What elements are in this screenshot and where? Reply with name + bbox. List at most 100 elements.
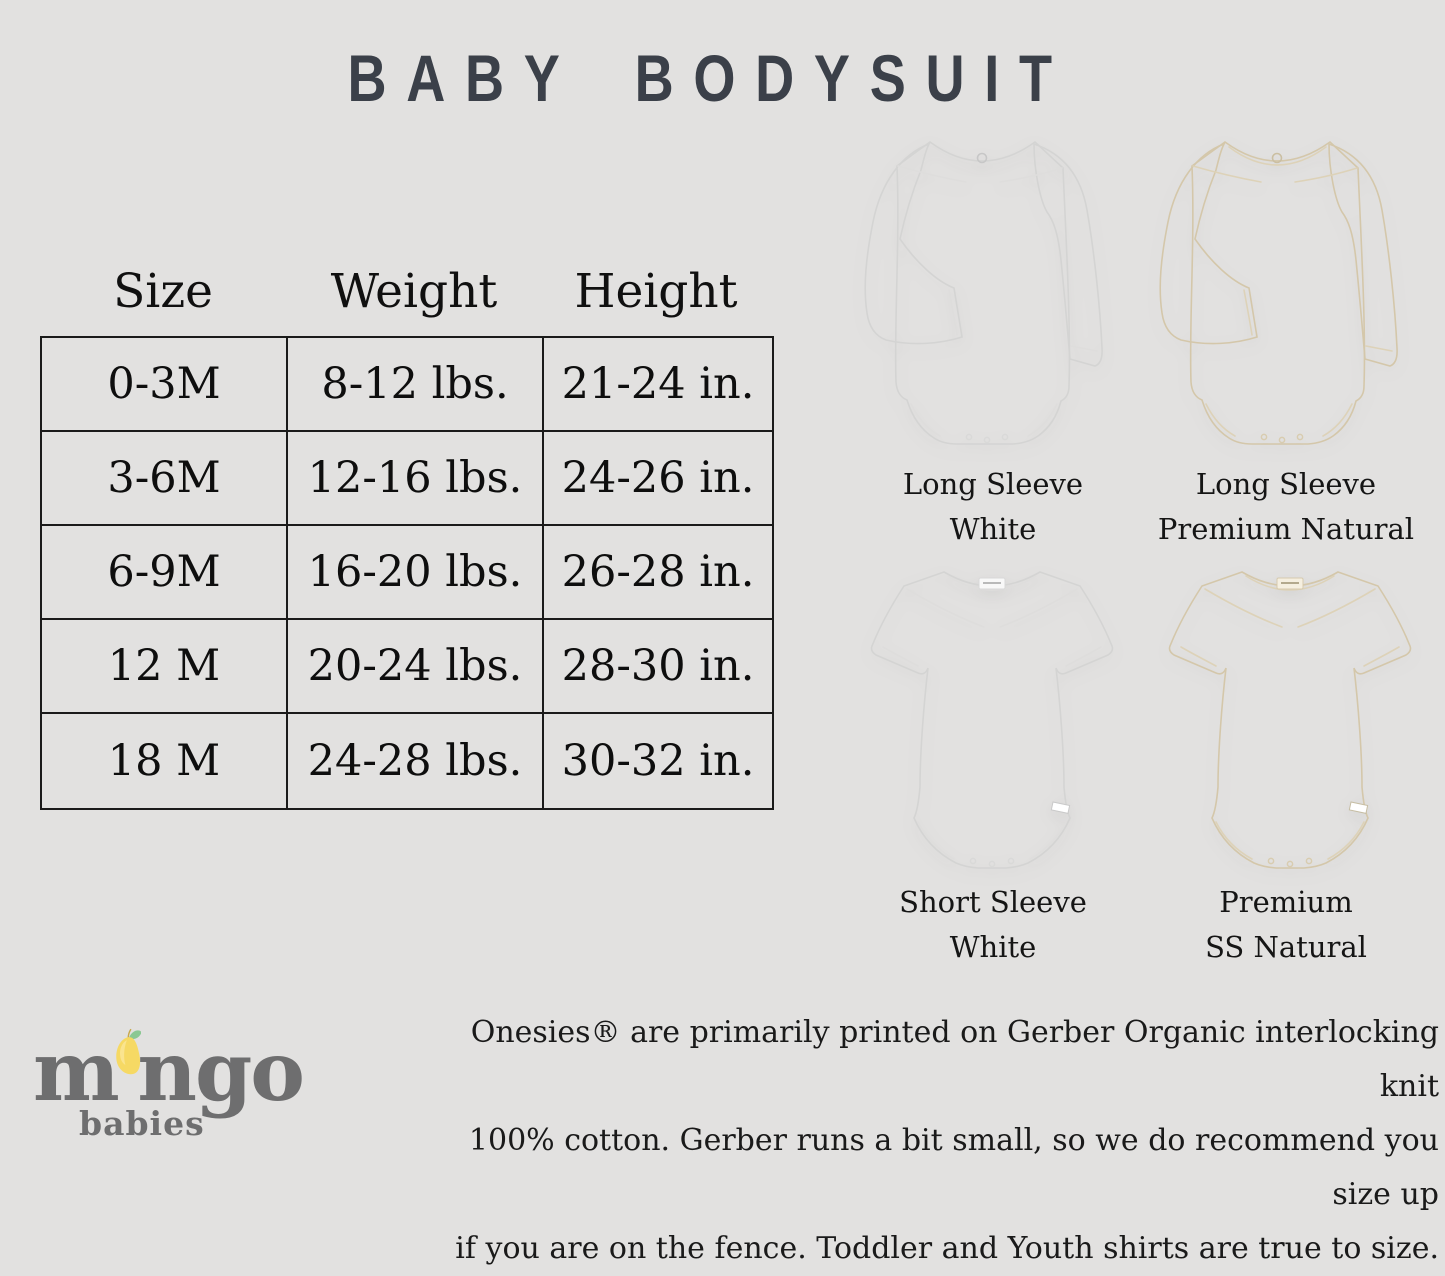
- brand-logo-word: m ngo: [33, 1000, 305, 1120]
- leg-opening-rim: [1205, 403, 1236, 437]
- table-cell-weight: 20-24 lbs.: [288, 620, 544, 714]
- cuff-line: [1070, 345, 1098, 352]
- shoulder-fold-left: [1192, 165, 1262, 183]
- product-label-short-sleeve-white: Short Sleeve White: [843, 880, 1143, 970]
- shoulder-fold-left: [897, 165, 967, 183]
- page-title: BABY BODYSUIT: [347, 41, 1073, 115]
- table-cell-size: 6-9M: [42, 526, 288, 620]
- bodysuit-torso: [1189, 140, 1366, 445]
- side-brand-tag: [1348, 801, 1369, 814]
- long-sleeve-bodysuit-illustration: [864, 140, 1103, 445]
- column-header-weight: Weight: [330, 263, 498, 319]
- long-sleeve-bodysuit-illustration: [1159, 140, 1398, 445]
- leg-opening-rim: [910, 403, 941, 437]
- product-photo-long-sleeve-white: [850, 120, 1140, 470]
- logo-subtext: babies: [79, 1104, 205, 1143]
- short-sleeve-bodysuit-illustration: [1168, 571, 1412, 869]
- table-cell-height: 21-24 in.: [544, 338, 772, 432]
- product-name-line2: SS Natural: [1205, 930, 1367, 964]
- product-photo-long-sleeve-natural: [1145, 120, 1435, 470]
- header: BABY BODYSUIT: [0, 40, 1420, 116]
- sleeve-hem: [1180, 646, 1217, 667]
- neckline-rim: [933, 146, 1032, 166]
- bodysuit-torso: [894, 140, 1071, 445]
- leg-opening-rim: [917, 821, 955, 860]
- product-name-line2: White: [949, 512, 1037, 546]
- product-label-long-sleeve-white: Long Sleeve White: [843, 462, 1143, 552]
- table-cell-height: 30-32 in.: [561, 736, 755, 786]
- logo-text-end: ngo: [137, 1023, 305, 1120]
- mango-body: [116, 1037, 140, 1075]
- shoulder-fold-right: [1297, 588, 1376, 628]
- leg-opening-rim: [1327, 821, 1365, 860]
- shoulder-fold-left: [1204, 588, 1283, 628]
- sleeve-hem: [882, 646, 919, 667]
- product-name-line1: Long Sleeve: [902, 467, 1084, 501]
- product-name-line2: White: [949, 930, 1037, 964]
- cuff-line: [1243, 289, 1253, 336]
- mango-icon: [116, 1028, 142, 1075]
- collar-brand-mark: [976, 152, 988, 164]
- cuff-line: [1365, 345, 1393, 352]
- table-cell-weight: 12-16 lbs.: [288, 432, 544, 526]
- footer-note-line: Onesies® are primarily printed on Gerber…: [470, 1015, 1439, 1104]
- shoulder-fold-left: [906, 588, 985, 628]
- product-name-line1: Premium: [1219, 885, 1353, 919]
- product-photo-short-sleeve-white: [852, 552, 1132, 882]
- product-name-line1: Long Sleeve: [1195, 467, 1377, 501]
- cuff-line: [948, 289, 958, 336]
- table-cell-size: 12 M: [42, 620, 288, 714]
- product-label-short-sleeve-natural: Premium SS Natural: [1131, 880, 1441, 970]
- footer-note-line: if you are on the fence. Toddler and You…: [455, 1231, 1439, 1266]
- neckline-rim: [947, 575, 1037, 591]
- footer-note: Onesies® are primarily printed on Gerber…: [449, 1006, 1439, 1276]
- neckline-rim: [1228, 146, 1327, 166]
- bodysuit-right-sleeve: [1033, 142, 1103, 367]
- shoulder-fold-right: [999, 167, 1063, 183]
- column-header-size: Size: [113, 263, 213, 319]
- table-cell-size: 18 M: [42, 714, 288, 808]
- table-cell-size: 0-3M: [42, 338, 288, 432]
- crotch-snaps: [969, 857, 1015, 868]
- bodysuit-bent-sleeve: [864, 142, 963, 345]
- mango-leaf: [128, 1030, 142, 1040]
- size-chart-table: 0-3M 8-12 lbs. 21-24 in. 3-6M 12-16 lbs.…: [40, 336, 774, 810]
- shoulder-fold-right: [1294, 167, 1358, 183]
- table-cell-weight: 16-20 lbs.: [288, 526, 544, 620]
- bodysuit-body: [1168, 571, 1412, 869]
- short-sleeve-bodysuit-illustration: [870, 571, 1114, 869]
- brand-logo: m ngo babies: [33, 1000, 305, 1143]
- table-cell-weight: 24-28 lbs.: [288, 714, 544, 808]
- leg-opening-rim: [1215, 821, 1253, 860]
- bodysuit-right-sleeve: [1328, 142, 1398, 367]
- product-photo-short-sleeve-natural: [1150, 552, 1430, 882]
- product-name-line1: Short Sleeve: [899, 885, 1087, 919]
- table-cell-height: 28-30 in.: [544, 620, 772, 714]
- bodysuit-body: [870, 571, 1114, 869]
- product-name-line2: Premium Natural: [1157, 512, 1415, 546]
- mango-stem: [127, 1028, 132, 1039]
- logo-text-start: m: [33, 1023, 120, 1120]
- table-cell-size: 3-6M: [42, 432, 288, 526]
- mango-highlight: [119, 1040, 127, 1065]
- table-cell-weight: 8-12 lbs.: [288, 338, 544, 432]
- table-cell-height: 26-28 in.: [544, 526, 772, 620]
- neckline-rim: [1245, 575, 1335, 591]
- leg-opening-rim: [1322, 403, 1353, 437]
- collar-brand-mark: [1271, 152, 1283, 164]
- footer-note-line: 100% cotton. Gerber runs a bit small, so…: [468, 1123, 1439, 1212]
- table-cell-height: 24-26 in.: [544, 432, 772, 526]
- side-brand-tag: [1050, 801, 1071, 814]
- crotch-snaps: [1267, 857, 1313, 868]
- size-chart-headers: Size Weight Height: [40, 250, 770, 332]
- sleeve-hem: [1363, 646, 1400, 667]
- sleeve-hem: [1065, 646, 1102, 667]
- leg-opening-rim: [1027, 403, 1058, 437]
- crotch-snaps: [965, 433, 1009, 444]
- column-header-height: Height: [574, 263, 738, 319]
- crotch-snaps: [1260, 433, 1304, 444]
- bodysuit-bent-sleeve: [1159, 142, 1258, 345]
- product-label-long-sleeve-natural: Long Sleeve Premium Natural: [1131, 462, 1441, 552]
- leg-opening-rim: [1029, 821, 1067, 860]
- shoulder-fold-right: [999, 588, 1078, 628]
